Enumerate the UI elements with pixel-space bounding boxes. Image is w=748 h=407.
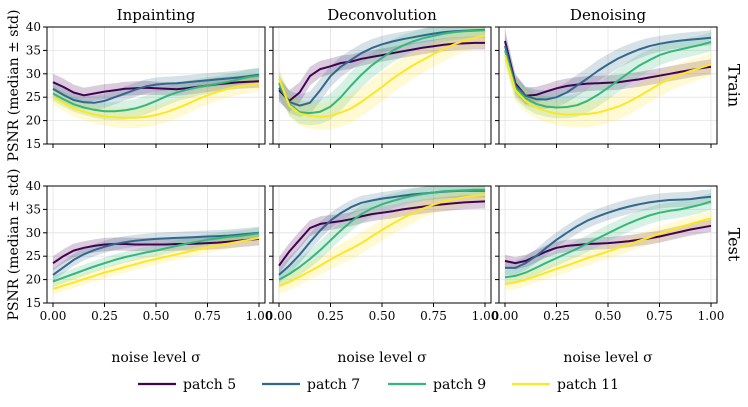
column-title-denoising: Denoising bbox=[570, 6, 647, 24]
std-band-patch-11 bbox=[505, 42, 711, 128]
median-line-patch-9 bbox=[52, 74, 260, 113]
legend-label-patch-5: patch 5 bbox=[183, 377, 236, 393]
std-band-patch-9 bbox=[505, 193, 711, 285]
std-band-patch-5 bbox=[53, 232, 259, 271]
median-line-patch-5 bbox=[52, 80, 260, 97]
x-tick-label: 1.00 bbox=[698, 309, 725, 323]
median-line-patch-9 bbox=[52, 232, 260, 283]
median-line-patch-5 bbox=[52, 237, 260, 265]
y-axis-label-test: PSNR (median ± std) bbox=[6, 169, 22, 321]
std-band-patch-11 bbox=[279, 27, 485, 130]
y-tick-label: 20 bbox=[26, 114, 41, 128]
x-tick-label: 0.75 bbox=[420, 309, 447, 323]
y-tick-label: 30 bbox=[26, 226, 41, 240]
panel-train-inpainting: 15 20 25 30 35 40 bbox=[26, 20, 266, 151]
median-line-patch-7 bbox=[504, 36, 712, 101]
std-band-patch-5 bbox=[505, 219, 711, 270]
panel-plot-area-test-inpainting bbox=[52, 226, 260, 295]
median-line-patch-9 bbox=[504, 200, 712, 279]
panel-plot-area-train-denoising bbox=[504, 29, 712, 128]
legend-label-patch-7: patch 7 bbox=[307, 377, 360, 393]
panel-plot-area-train-deconvolution bbox=[278, 27, 486, 130]
y-tick-label: 25 bbox=[26, 90, 41, 104]
median-line-patch-7 bbox=[505, 195, 712, 269]
std-band-patch-11 bbox=[53, 75, 259, 129]
y-tick-label: 40 bbox=[26, 179, 41, 193]
std-band-patch-7 bbox=[505, 189, 711, 275]
std-band-patch-7 bbox=[279, 186, 485, 284]
median-line-patch-11 bbox=[278, 193, 486, 288]
median-line-patch-5 bbox=[278, 41, 485, 102]
x-axis-label-deconvolution: noise level σ bbox=[337, 350, 427, 366]
x-tick-label: 0.50 bbox=[595, 309, 622, 323]
x-axis-label-denoising: noise level σ bbox=[563, 350, 653, 366]
median-line-patch-11 bbox=[278, 34, 486, 118]
x-tick-label: 0.00 bbox=[492, 309, 519, 323]
std-band-patch-11 bbox=[279, 186, 485, 294]
y-tick-label: 40 bbox=[26, 20, 41, 34]
x-tick-label: 1.00 bbox=[246, 309, 273, 323]
median-line-patch-5 bbox=[504, 40, 712, 97]
column-title-inpainting: Inpainting bbox=[117, 6, 196, 24]
median-line-patch-9 bbox=[278, 188, 485, 281]
x-tick-label: 0.75 bbox=[646, 309, 673, 323]
legend-label-patch-9: patch 9 bbox=[433, 377, 486, 393]
median-line-patch-7 bbox=[278, 28, 486, 107]
y-tick-label: 30 bbox=[26, 67, 41, 81]
std-band-patch-5 bbox=[505, 29, 711, 105]
panel-train-deconvolution bbox=[269, 26, 492, 148]
std-band-patch-9 bbox=[279, 186, 485, 288]
y-tick-label: 20 bbox=[26, 273, 41, 287]
panel-plot-area-train-inpainting bbox=[52, 67, 260, 129]
median-line-patch-11 bbox=[52, 82, 260, 119]
y-tick-label: 15 bbox=[26, 296, 41, 310]
x-tick-label: 1.00 bbox=[472, 309, 499, 323]
x-tick-label: 0.25 bbox=[543, 309, 570, 323]
panel-test-deconvolution: 0.00 0.25 0.50 0.75 1.00 bbox=[266, 185, 499, 323]
x-axis-label-inpainting: noise level σ bbox=[111, 350, 201, 366]
y-tick-label: 35 bbox=[26, 202, 41, 216]
panel-plot-area-test-denoising bbox=[504, 189, 712, 291]
y-tick-label: 35 bbox=[26, 43, 41, 57]
y-tick-label: 15 bbox=[26, 137, 41, 151]
panel-train-denoising bbox=[495, 26, 718, 148]
median-line-patch-11 bbox=[504, 54, 712, 116]
median-line-patch-11 bbox=[504, 217, 712, 286]
std-band-patch-9 bbox=[279, 27, 485, 126]
x-tick-label: 0.50 bbox=[369, 309, 396, 323]
median-line-patch-7 bbox=[52, 73, 260, 104]
column-title-deconvolution: Deconvolution bbox=[327, 6, 437, 24]
median-line-patch-5 bbox=[278, 200, 486, 267]
x-tick-label: 0.00 bbox=[266, 309, 293, 323]
median-line-patch-7 bbox=[52, 231, 260, 276]
x-tick-label: 0.50 bbox=[143, 309, 170, 323]
row-label-train: Train bbox=[725, 64, 744, 107]
y-tick-label: 25 bbox=[26, 249, 41, 263]
y-axis-label-train: PSNR (median ± std) bbox=[6, 10, 22, 162]
legend-label-patch-11: patch 11 bbox=[557, 377, 619, 393]
median-line-patch-9 bbox=[278, 29, 486, 115]
panel-test-inpainting: 0.00 0.25 0.50 0.75 1.00 15 20 25 30 35 40 bbox=[26, 179, 273, 323]
x-tick-label: 0.25 bbox=[91, 309, 118, 323]
median-line-patch-11 bbox=[52, 236, 260, 290]
x-tick-label: 0.25 bbox=[317, 309, 344, 323]
row-label-test: Test bbox=[725, 228, 744, 262]
x-tick-label: 0.00 bbox=[40, 309, 67, 323]
legend: patch 5 patch 7 patch 9 patch 11 bbox=[138, 377, 619, 393]
panel-plot-area-test-deconvolution bbox=[278, 186, 486, 294]
panel-grid: 15 20 25 30 35 40 0.00 0.25 0.50 0.75 1.00 15 20 25 30… bbox=[6, 6, 744, 366]
x-tick-label: 0.75 bbox=[194, 309, 221, 323]
panel-test-denoising: 0.00 0.25 0.50 0.75 1.00 bbox=[492, 185, 725, 323]
median-line-patch-9 bbox=[504, 41, 712, 109]
